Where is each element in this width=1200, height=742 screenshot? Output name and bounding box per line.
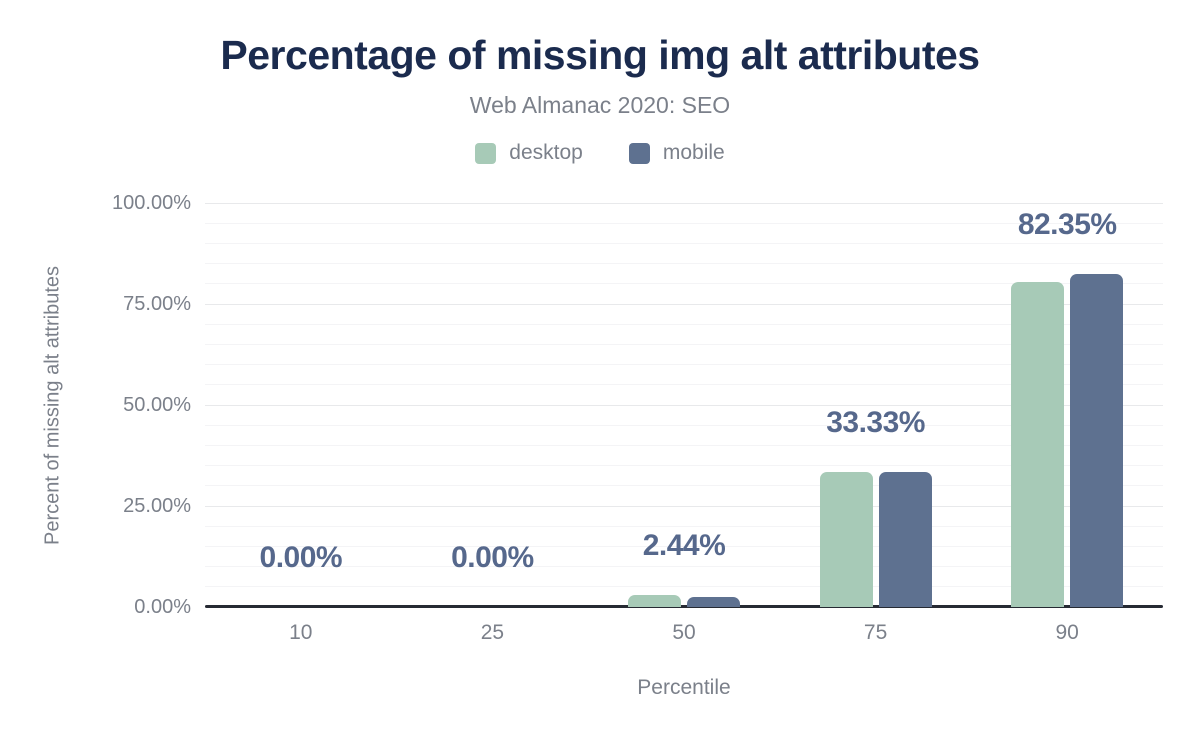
gridline-minor (205, 424, 1163, 426)
legend-label: desktop (509, 141, 583, 164)
x-tick-label: 10 (289, 621, 313, 644)
gridline-major (205, 303, 1163, 305)
legend-label: mobile (662, 141, 725, 164)
bar-group-p50 (588, 203, 780, 607)
gridline-minor (205, 222, 1163, 224)
legend-item-mobile: mobile (628, 141, 725, 165)
gridline-minor (205, 364, 1163, 366)
chart-title: Percentage of missing img alt attributes (220, 32, 980, 78)
x-tick-label: 90 (1055, 621, 1079, 644)
y-axis-title: Percent of missing alt attributes (41, 265, 64, 545)
bar-group-p75 (780, 203, 972, 607)
bar-desktop-p50 (627, 594, 681, 607)
bar-mobile-p90 (1070, 274, 1124, 607)
plot-area: 0.00% 25.00% 50.00% 75.00% 100.00% 10 0.00% 25 0… (112, 193, 1163, 644)
legend-swatch-mobile (628, 142, 650, 164)
gridline-minor (205, 283, 1163, 285)
gridline-minor (205, 323, 1163, 325)
gridline-minor (205, 586, 1163, 588)
x-axis-title: Percentile (637, 676, 731, 699)
data-label-p75: 33.33% (826, 406, 925, 440)
x-tick-label: 50 (672, 621, 696, 644)
gridline-minor (205, 343, 1163, 345)
gridline-minor (205, 525, 1163, 527)
data-label-p50: 2.44% (642, 528, 726, 562)
gridline-minor (205, 384, 1163, 386)
bar-mobile-p50 (686, 597, 740, 607)
data-label-p10: 0.00% (259, 541, 343, 574)
bar-group-p90 (971, 203, 1163, 607)
chart-subtitle: Web Almanac 2020: SEO (469, 92, 731, 118)
chart-legend: desktop mobile (0, 141, 1200, 165)
gridline-major (205, 505, 1163, 507)
x-axis-line (205, 605, 1163, 608)
gridline-minor (205, 242, 1163, 244)
bar-desktop-p75 (819, 472, 873, 607)
legend-swatch-desktop (475, 142, 497, 164)
gridline-minor (205, 444, 1163, 446)
gridline-major (205, 404, 1163, 406)
data-label-p25: 0.00% (451, 541, 534, 574)
gridline-major (205, 202, 1163, 204)
gridline-minor (205, 566, 1163, 568)
x-tick-label: 75 (863, 621, 888, 644)
bar-desktop-p90 (1011, 282, 1065, 607)
gridline-minor (205, 465, 1163, 467)
bar-mobile-p75 (878, 472, 932, 607)
x-tick-label: 25 (480, 621, 505, 644)
gridline-minor (205, 545, 1163, 547)
data-label-p90: 82.35% (1017, 208, 1117, 242)
gridline-minor (205, 263, 1163, 265)
legend-item-desktop: desktop (475, 141, 583, 165)
gridline-minor (205, 485, 1163, 487)
